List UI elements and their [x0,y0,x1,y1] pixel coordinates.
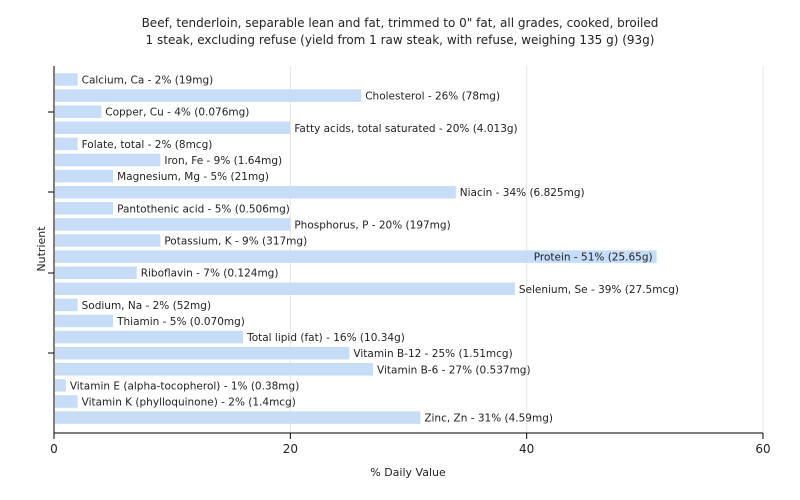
bar-label: Vitamin B-6 - 27% (0.537mg) [377,364,531,376]
bar [55,346,350,360]
bar-label: Phosphorus, P - 20% (197mg) [294,219,450,231]
bar [55,218,291,231]
bar-label: Selenium, Se - 39% (27.5mcg) [519,284,679,296]
chart-subtitle: 1 steak, excluding refuse (yield from 1 … [145,33,655,47]
bar [55,330,244,344]
bar-label: Cholesterol - 26% (78mg) [365,91,500,103]
x-axis-label: % Daily Value [370,466,446,479]
chart-title: Beef, tenderloin, separable lean and fat… [141,16,659,30]
bar [55,250,657,263]
x-tick-label: 20 [283,442,298,456]
bar-label: Copper, Cu - 4% (0.076mg) [105,107,249,119]
bar-label: Fatty acids, total saturated - 20% (4.01… [294,123,517,135]
bar-label: Protein - 51% (25.65g) [534,252,653,264]
bar [55,73,78,86]
bar [55,379,66,392]
bar-label: Zinc, Zn - 31% (4.59mg) [424,413,553,425]
bar-label: Niacin - 34% (6.825mg) [460,187,585,199]
axis-layer [48,66,763,434]
bar-label: Vitamin K (phylloquinone) - 2% (1.4mcg) [82,397,296,409]
bar-label: Vitamin E (alpha-tocopherol) - 1% (0.38m… [70,380,299,392]
bar-label: Riboflavin - 7% (0.124mg) [141,268,279,280]
x-tick-label: 40 [519,442,534,456]
bar [55,185,456,199]
grid-layer [289,66,764,433]
bar-label: Vitamin B-12 - 25% (1.51mcg) [353,348,512,360]
bar-label: Calcium, Ca - 2% (19mg) [82,75,214,87]
bar-label: Pantothenic acid - 5% (0.506mg) [117,203,290,215]
bar [55,282,515,296]
bar [55,105,102,118]
bar-layer [55,73,657,424]
bar [55,169,114,183]
bar [55,89,362,102]
bar-label: Magnesium, Mg - 5% (21mg) [117,171,269,183]
bar-label: Potassium, K - 9% (317mg) [164,236,307,248]
bar [55,395,78,408]
bar [55,266,137,279]
bar-label: Total lipid (fat) - 16% (10.34g) [246,332,405,344]
x-tick-label: 0 [50,442,58,456]
bar-label: Sodium, Na - 2% (52mg) [82,300,211,312]
x-tick-label: 60 [755,442,770,456]
bar [55,234,161,247]
y-axis-label: Nutrient [35,226,48,272]
bar [55,314,114,328]
bar [55,202,114,215]
bar [55,121,291,135]
tick-layer: 0 20 40 60 [50,433,771,456]
bar [55,153,161,167]
bar [55,298,78,312]
bar-label: Thiamin - 5% (0.070mg) [116,316,245,328]
bar-label: Iron, Fe - 9% (1.64mg) [164,155,282,167]
bar [55,137,78,151]
bar [55,363,374,376]
bar [55,411,421,424]
bar-label: Folate, total - 2% (8mcg) [82,139,213,151]
label-layer: Calcium, Ca - 2% (19mg) Cholesterol - 26%… [70,75,679,425]
